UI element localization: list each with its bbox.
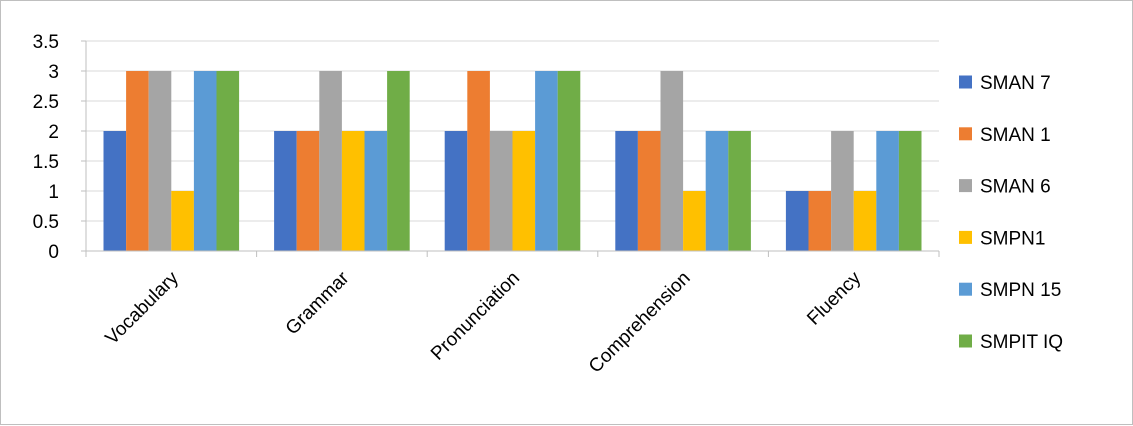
bar [728, 131, 751, 251]
y-tick-label: 0 [48, 242, 59, 263]
bar [853, 191, 877, 251]
bar [898, 131, 922, 251]
bar [705, 131, 729, 251]
bar [557, 71, 581, 251]
y-tick-label: 0.5 [33, 212, 59, 233]
x-axis-category-labels: Vocabulary Grammar Pronunciation Comprehens… [102, 267, 866, 377]
bar [637, 131, 661, 251]
legend-swatch [959, 127, 972, 141]
bar [615, 131, 638, 251]
legend-item: SMAN 6 [959, 177, 1051, 198]
x-category-label: Pronunciation [427, 268, 524, 365]
bar [171, 191, 194, 251]
legend-label: SMPIT IQ [980, 332, 1063, 353]
legend-swatch [959, 75, 972, 89]
x-category-label: Grammar [282, 267, 354, 339]
bar [808, 191, 832, 251]
x-category-label: Comprehension [585, 268, 695, 378]
bar [831, 131, 854, 251]
x-category-label: Fluency [803, 267, 865, 329]
bar [489, 131, 513, 251]
bar [876, 131, 899, 251]
bar [341, 131, 365, 251]
bar [126, 71, 149, 251]
bar [274, 131, 297, 251]
y-axis-tick-labels: 0 0.5 1 1.5 2 2.5 3 3.5 [33, 32, 59, 263]
legend-item: SMPN1 [959, 228, 1045, 249]
y-tick-label: 1.5 [33, 152, 59, 173]
y-tick-label: 3 [48, 62, 59, 83]
bar [444, 131, 468, 251]
bar [660, 71, 684, 251]
bar [216, 71, 240, 251]
legend-label: SMAN 6 [980, 177, 1051, 198]
y-tick-label: 1 [48, 182, 59, 203]
legend-label: SMAN 7 [980, 73, 1051, 94]
legend-swatch [959, 282, 972, 296]
y-tick-label: 2.5 [33, 92, 59, 113]
bar [535, 71, 558, 251]
legend-item: SMAN 1 [959, 125, 1051, 146]
y-tick-label: 3.5 [33, 32, 59, 53]
legend-swatch [959, 230, 972, 244]
bar [512, 131, 536, 251]
bar [364, 131, 388, 251]
bar [296, 131, 320, 251]
legend: SMAN 7 SMAN 1 SMAN 6 SMPN1 SMPN 15 SMPIT IQ [959, 73, 1063, 353]
bar [467, 71, 490, 251]
bar [319, 71, 342, 251]
legend-item: SMPN 15 [959, 280, 1061, 301]
legend-item: SMAN 7 [959, 73, 1051, 94]
bar [148, 71, 172, 251]
bars [103, 71, 922, 251]
bar [103, 131, 127, 251]
legend-swatch [959, 179, 972, 193]
axes [81, 40, 940, 257]
legend-label: SMAN 1 [980, 125, 1051, 146]
legend-label: SMPN 15 [980, 280, 1061, 301]
x-category-label: Vocabulary [102, 267, 184, 349]
bar [683, 191, 706, 251]
y-tick-label: 2 [48, 122, 59, 143]
bar [387, 71, 410, 251]
bar [785, 191, 809, 251]
bar [193, 71, 217, 251]
legend-label: SMPN1 [980, 228, 1045, 249]
legend-item: SMPIT IQ [959, 332, 1063, 353]
legend-swatch [959, 334, 972, 348]
